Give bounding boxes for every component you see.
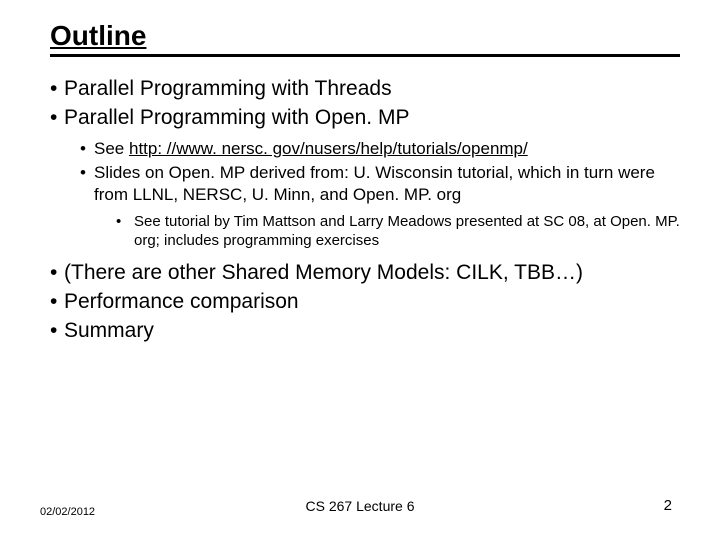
title-underline-rule: Outline <box>50 20 680 57</box>
bullet-list-top: Parallel Programming with Threads Parall… <box>50 75 680 132</box>
list-item: See http: //www. nersc. gov/nusers/help/… <box>80 138 680 160</box>
tutorial-link[interactable]: http: //www. nersc. gov/nusers/help/tuto… <box>129 139 528 158</box>
bullet-list-bottom: (There are other Shared Memory Models: C… <box>50 259 680 345</box>
footer-center: CS 267 Lecture 6 <box>306 498 415 514</box>
slide: Outline Parallel Programming with Thread… <box>0 0 720 540</box>
list-item: Parallel Programming with Threads <box>50 75 680 102</box>
list-item: (There are other Shared Memory Models: C… <box>50 259 680 286</box>
list-item: See tutorial by Tim Mattson and Larry Me… <box>110 212 680 251</box>
footer-page-number: 2 <box>664 497 672 514</box>
list-item: Performance comparison <box>50 288 680 315</box>
slide-title: Outline <box>50 20 146 52</box>
bullet-list-subsub: See tutorial by Tim Mattson and Larry Me… <box>110 212 680 251</box>
footer-date: 02/02/2012 <box>40 506 95 518</box>
list-item: Slides on Open. MP derived from: U. Wisc… <box>80 162 680 206</box>
bullet-list-sub: See http: //www. nersc. gov/nusers/help/… <box>80 138 680 206</box>
list-item: Parallel Programming with Open. MP <box>50 104 680 131</box>
see-prefix: See <box>94 139 129 158</box>
list-item: Summary <box>50 317 680 344</box>
